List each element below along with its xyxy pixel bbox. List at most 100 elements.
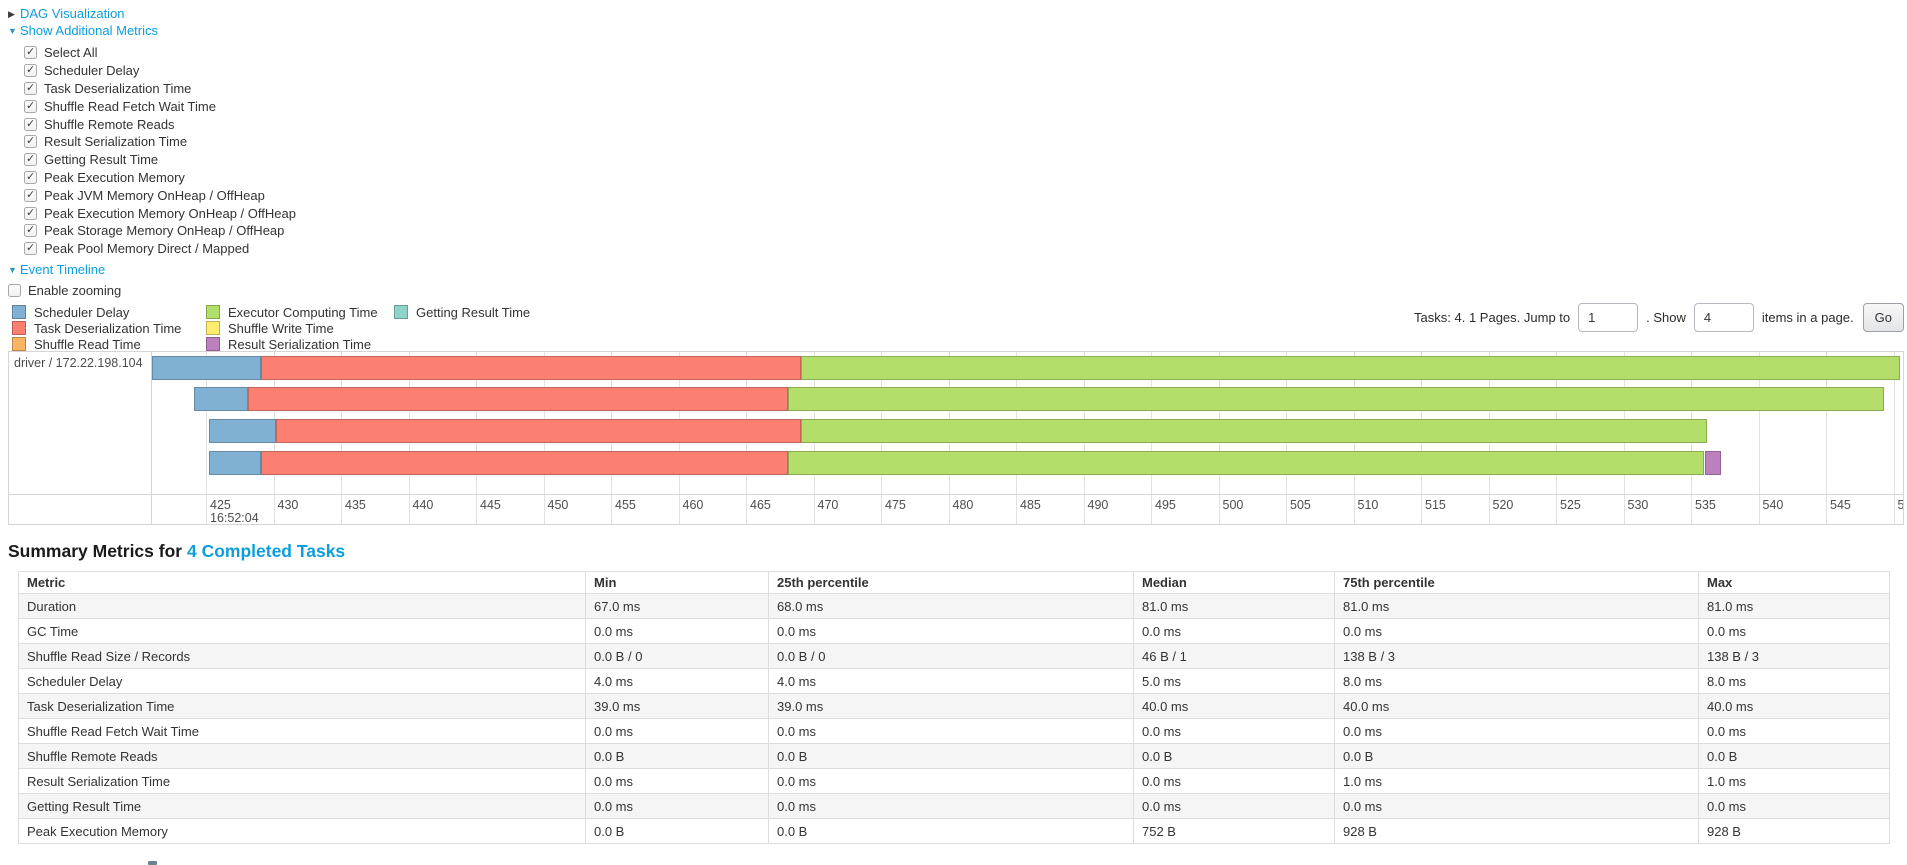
legend-item-shuffle-read-time: Shuffle Read Time [12, 336, 181, 352]
metric-value-cell: 8.0 ms [1334, 668, 1699, 694]
metric-checkbox-row: Task Deserialization Time [24, 80, 296, 98]
summary-table-row: Peak Execution Memory 0.0 B 0.0 B 752 B 928 … [18, 818, 1890, 844]
metric-name-cell: Shuffle Read Size / Records [18, 643, 586, 669]
completed-tasks-link[interactable]: 4 Completed Tasks [186, 541, 346, 561]
axis-tick-label: 495 [1155, 498, 1176, 512]
summary-column-header: Metric [18, 571, 586, 594]
summary-column-header: Median [1133, 571, 1335, 594]
metric-checkbox-shuffle-remote-reads[interactable] [24, 117, 37, 131]
axis-tick-label: 515 [1425, 498, 1446, 512]
metric-checkbox-peak-execution-memory-onheap-offheap[interactable] [24, 206, 37, 220]
summary-heading-text: Summary Metrics for [8, 541, 183, 561]
axis-tick-label: 505 [1290, 498, 1311, 512]
metric-value-cell: 39.0 ms [768, 693, 1134, 719]
go-button[interactable]: Go [1862, 302, 1904, 332]
metric-checkbox-row: Select All [24, 44, 296, 62]
metric-value-cell: 0.0 ms [1698, 718, 1890, 744]
metric-checkbox-peak-execution-memory[interactable] [24, 170, 37, 184]
event-timeline-toggle[interactable]: ▼ Event Timeline [8, 262, 296, 279]
legend-swatch-task-deserialization-time [12, 321, 26, 335]
legend-label: Result Serialization Time [228, 336, 372, 352]
metric-checkbox-label: Peak Execution Memory OnHeap / OffHeap [44, 205, 296, 221]
axis-tick-label: 480 [952, 498, 974, 512]
axis-tick-label: 435 [345, 498, 366, 512]
axis-tick-label: 470 [817, 498, 839, 512]
metric-value-cell: 928 B [1334, 818, 1699, 844]
task-bar-segment-result-serialization-time[interactable] [1704, 451, 1721, 475]
metric-checkbox-peak-storage-memory-onheap-offheap[interactable] [24, 223, 37, 238]
summary-column-header: Min [585, 571, 769, 594]
summary-table-row: Task Deserialization Time 39.0 ms 39.0 ms 4… [18, 693, 1890, 719]
metric-checkbox-task-deserialization-time[interactable] [24, 81, 37, 95]
task-bar-segment-executor-computing-time[interactable] [787, 451, 1705, 475]
metric-value-cell: 81.0 ms [1334, 593, 1699, 619]
metric-value-cell: 0.0 B / 0 [768, 643, 1134, 669]
axis-tick-label: 490 [1087, 498, 1109, 512]
task-bar-segment-scheduler-delay[interactable] [193, 387, 248, 411]
legend-label: Shuffle Write Time [228, 320, 334, 336]
legend-item-getting-result-time: Getting Result Time [394, 304, 530, 320]
metric-checkbox-label: Result Serialization Time [44, 134, 188, 150]
metric-checkbox-select-all[interactable] [24, 45, 37, 60]
metric-checkbox-result-serialization-time[interactable] [24, 134, 37, 149]
axis-tick-label: 485 [1020, 498, 1041, 512]
legend-swatch-getting-result-time [394, 305, 408, 319]
metric-value-cell: 81.0 ms [1133, 593, 1335, 619]
legend-label: Executor Computing Time [228, 304, 378, 320]
axis-tick-label: 455 [615, 498, 636, 512]
legend-swatch-shuffle-read-time [12, 337, 26, 351]
metric-value-cell: 138 B / 3 [1334, 643, 1699, 669]
task-bar-segment-executor-computing-time[interactable] [801, 419, 1708, 443]
metric-name-cell: Peak Execution Memory [18, 818, 586, 844]
axis-tick-label: 525 [1560, 498, 1581, 512]
metric-value-cell: 1.0 ms [1334, 768, 1699, 794]
items-per-page-input[interactable] [1693, 302, 1754, 332]
task-bar-segment-task-deserialization-time[interactable] [276, 419, 802, 443]
metric-checkbox-label: Peak Storage Memory OnHeap / OffHeap [44, 223, 285, 239]
metric-value-cell: 0.0 ms [1334, 618, 1699, 644]
metric-checkbox-peak-jvm-memory-onheap-offheap[interactable] [24, 188, 37, 202]
task-bar-segment-scheduler-delay[interactable] [208, 451, 262, 475]
arrow-down-icon: ▼ [8, 264, 17, 275]
metric-value-cell: 0.0 B / 0 [585, 643, 769, 669]
legend-item-executor-computing-time: Executor Computing Time [206, 304, 378, 320]
metric-checkbox-row: Shuffle Remote Reads [24, 115, 296, 133]
metric-checkbox-getting-result-time[interactable] [24, 152, 37, 167]
summary-column-header: 75th percentile [1334, 571, 1699, 594]
metric-value-cell: 67.0 ms [585, 593, 769, 619]
summary-table-header-row: Metric Min 25th percentile Median 75th perce… [18, 571, 1890, 594]
summary-table-row: Shuffle Read Fetch Wait Time 0.0 ms 0.0 ms… [18, 718, 1890, 744]
summary-column-header: Max [1698, 571, 1890, 594]
metric-checkbox-scheduler-delay[interactable] [24, 63, 37, 78]
axis-gridline [1893, 352, 1895, 524]
axis-gridline [1758, 352, 1760, 524]
task-bar-segment-scheduler-delay[interactable] [208, 419, 277, 443]
timeline-legend-band: Scheduler Delay Task Deserialization Time… [0, 300, 1907, 352]
tasks-count-text: Tasks: 4. 1 Pages. Jump to [1414, 309, 1571, 325]
dag-visualization-toggle[interactable]: ▶ DAG Visualization [8, 6, 296, 23]
task-bar-segment-task-deserialization-time[interactable] [261, 356, 802, 380]
metric-value-cell: 1.0 ms [1698, 768, 1890, 794]
summary-metrics-heading: Summary Metrics for 4 Completed Tasks [8, 541, 345, 562]
metric-checkbox-row: Peak JVM Memory OnHeap / OffHeap [24, 186, 296, 204]
jump-to-page-input[interactable] [1578, 302, 1639, 332]
event-timeline-chart: driver / 172.22.198.104 425 16:52:04 430 43… [8, 351, 1904, 525]
metric-checkbox-label: Peak Pool Memory Direct / Mapped [44, 241, 250, 257]
timeline-axis-separator [9, 494, 1903, 495]
axis-tick-label: 440 [412, 498, 434, 512]
metric-checkbox-label: Shuffle Remote Reads [44, 116, 175, 132]
metric-checkbox-shuffle-read-fetch-wait-time[interactable] [24, 99, 37, 113]
task-bar-segment-executor-computing-time[interactable] [801, 356, 1901, 380]
summary-table-row: Scheduler Delay 4.0 ms 4.0 ms 5.0 ms 8.0 ms 8… [18, 668, 1890, 694]
axis-tick-label: 500 [1222, 498, 1244, 512]
task-bar-segment-scheduler-delay[interactable] [152, 356, 262, 380]
show-additional-metrics-toggle[interactable]: ▼ Show Additional Metrics [8, 23, 296, 40]
metric-checkbox-peak-pool-memory-direct-mapped[interactable] [24, 241, 37, 256]
metric-checkbox-row: Shuffle Read Fetch Wait Time [24, 97, 296, 115]
task-bar-segment-executor-computing-time[interactable] [787, 387, 1885, 411]
metric-checkbox-row: Scheduler Delay [24, 62, 296, 80]
task-bar-segment-task-deserialization-time[interactable] [247, 387, 788, 411]
enable-zooming-checkbox[interactable] [8, 284, 21, 298]
task-bar-segment-task-deserialization-time[interactable] [261, 451, 788, 475]
executor-label: driver / 172.22.198.104 [14, 356, 143, 370]
